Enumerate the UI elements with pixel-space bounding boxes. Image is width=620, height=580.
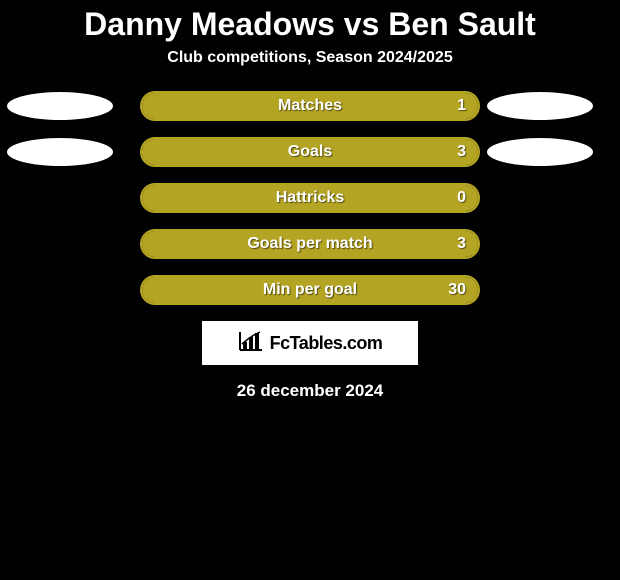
stat-bar: Goals per match3 (140, 229, 480, 259)
decor-ellipse-right (487, 92, 593, 120)
stat-row: Goals3 (0, 137, 620, 167)
bar-chart-icon (238, 330, 264, 357)
stats-container: Matches1 Goals3 Hattricks0 Goals per match3… (0, 91, 620, 305)
decor-ellipse-right (487, 138, 593, 166)
subtitle: Club competitions, Season 2024/2025 (0, 49, 620, 67)
stat-bar: Min per goal30 (140, 275, 480, 305)
stat-bar: Goals3 (140, 137, 480, 167)
stat-row: Matches1 (0, 91, 620, 121)
stat-row: Min per goal30 (0, 275, 620, 305)
stat-bar: Matches1 (140, 91, 480, 121)
stat-row: Goals per match3 (0, 229, 620, 259)
player2-name: Ben Sault (388, 6, 536, 42)
decor-ellipse-left (7, 92, 113, 120)
stat-bar-fill (142, 93, 478, 119)
date-label: 26 december 2024 (0, 381, 620, 401)
stat-bar-fill (142, 277, 478, 303)
logo-text: FcTables.com (270, 333, 383, 354)
player1-name: Danny Meadows (84, 6, 335, 42)
comparison-title: Danny Meadows vs Ben Sault (0, 0, 620, 43)
stat-row: Hattricks0 (0, 183, 620, 213)
stat-bar-fill (142, 139, 478, 165)
stat-bar-fill (142, 185, 478, 211)
vs-separator: vs (344, 6, 380, 42)
decor-ellipse-left (7, 138, 113, 166)
stat-bar: Hattricks0 (140, 183, 480, 213)
stat-bar-fill (142, 231, 478, 257)
source-logo: FcTables.com (202, 321, 418, 365)
